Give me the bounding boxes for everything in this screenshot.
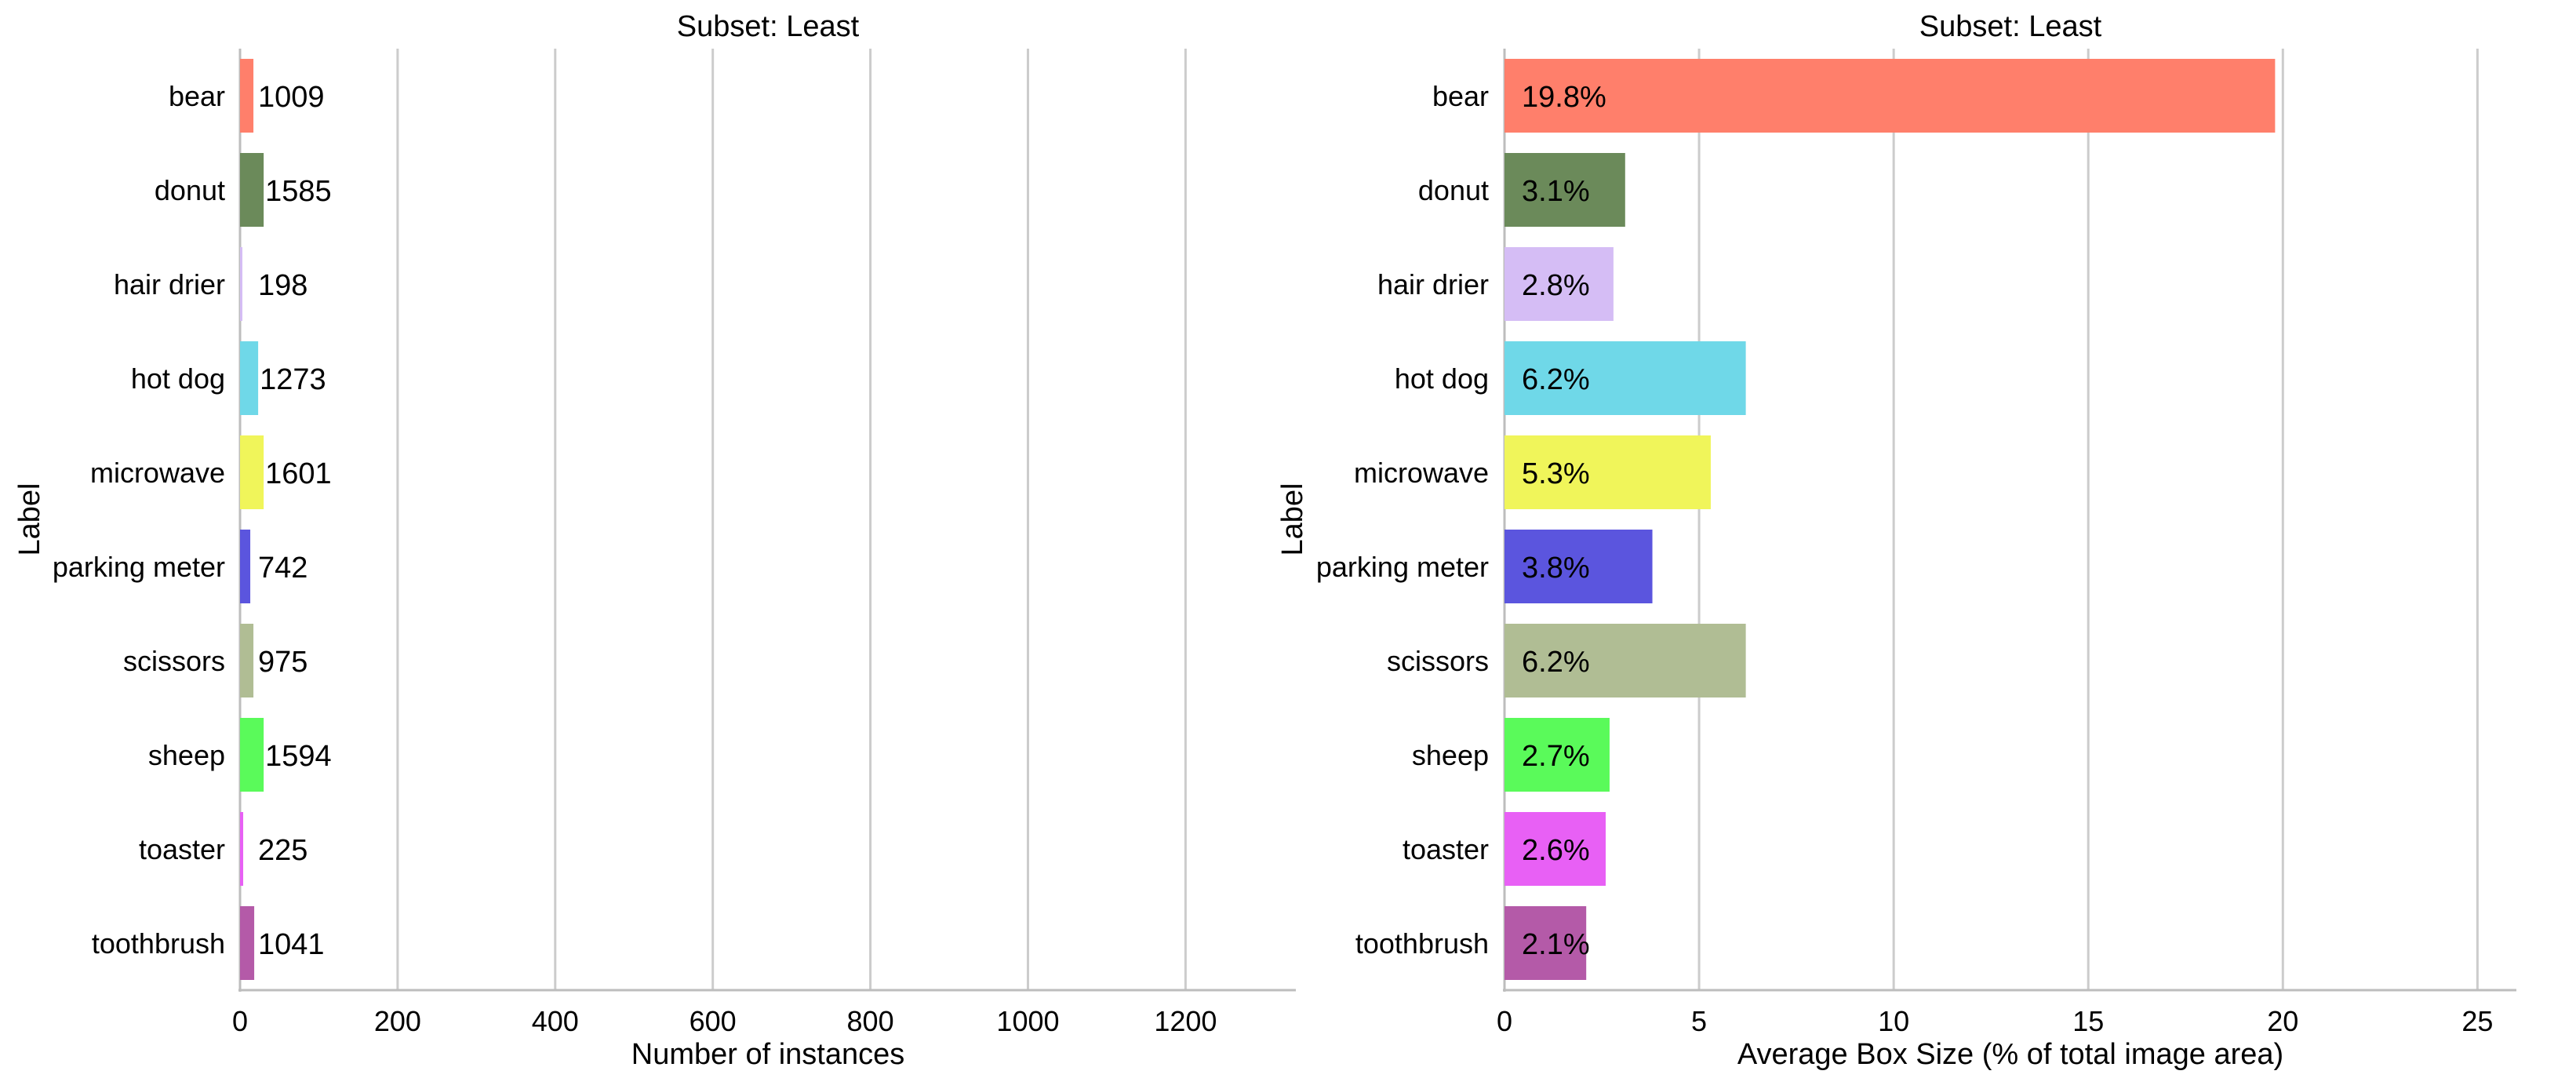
bar-left-8 (240, 812, 244, 886)
data-label-left-2: 198 (258, 269, 307, 302)
category-label-right-1: donut (1418, 174, 1489, 206)
bar-left-6 (240, 624, 254, 697)
bar-left-9 (240, 906, 255, 980)
bar-right-4 (1504, 435, 1711, 509)
data-label-left-5: 742 (258, 552, 307, 585)
data-label-left-8: 225 (258, 834, 307, 867)
category-label-right-3: hot dog (1395, 362, 1489, 395)
x-tick-label-right-2: 10 (1878, 1005, 1909, 1037)
x-tick-label-right-0: 0 (1497, 1005, 1512, 1037)
bar-right-1 (1504, 153, 1625, 227)
bar-right-3 (1504, 341, 1746, 415)
data-label-right-6: 6.2% (1522, 646, 1590, 679)
bar-left-2 (240, 247, 243, 321)
y-axis-title-right: Label (1276, 483, 1309, 556)
data-label-right-5: 3.8% (1522, 552, 1590, 585)
data-label-right-0: 19.8% (1522, 81, 1606, 114)
x-axis-title-right: Average Box Size (% of total image area) (1737, 1038, 2283, 1071)
bar-left-5 (240, 530, 251, 603)
data-label-right-4: 5.3% (1522, 457, 1590, 490)
data-label-right-7: 2.7% (1522, 740, 1590, 773)
data-label-left-4: 1601 (265, 457, 332, 490)
x-tick-label-left-6: 1200 (1154, 1005, 1217, 1037)
x-tick-label-left-0: 0 (232, 1005, 248, 1037)
data-label-left-7: 1594 (265, 740, 332, 773)
data-label-right-2: 2.8% (1522, 269, 1590, 302)
x-tick-label-right-3: 15 (2072, 1005, 2104, 1037)
bar-right-2 (1504, 247, 1614, 321)
x-tick-label-right-1: 5 (1691, 1005, 1707, 1037)
category-label-left-1: donut (155, 174, 225, 206)
category-label-left-0: bear (169, 80, 225, 112)
x-axis-title-left: Number of instances (631, 1038, 905, 1071)
category-label-left-2: hair drier (114, 268, 225, 300)
chart-title-right: Subset: Least (1919, 10, 2102, 43)
category-label-left-9: toothbrush (92, 927, 225, 960)
data-label-left-0: 1009 (258, 81, 325, 114)
x-tick-label-right-4: 20 (2267, 1005, 2298, 1037)
x-tick-label-left-5: 1000 (996, 1005, 1059, 1037)
data-label-right-3: 6.2% (1522, 363, 1590, 396)
y-axis-title-left: Label (13, 483, 46, 556)
data-label-right-8: 2.6% (1522, 834, 1590, 867)
x-tick-label-left-2: 400 (532, 1005, 579, 1037)
category-label-left-7: sheep (148, 739, 225, 771)
category-label-right-0: bear (1432, 80, 1489, 112)
data-label-left-3: 1273 (260, 363, 326, 396)
bar-right-5 (1504, 530, 1653, 603)
category-label-left-6: scissors (123, 645, 225, 677)
category-label-left-8: toaster (139, 833, 225, 865)
x-tick-label-left-4: 800 (847, 1005, 894, 1037)
category-label-right-9: toothbrush (1355, 927, 1489, 960)
data-label-left-6: 975 (258, 646, 307, 679)
bar-right-0 (1504, 59, 2276, 133)
category-label-left-4: microwave (90, 457, 225, 489)
x-tick-label-left-3: 600 (689, 1005, 737, 1037)
bar-right-7 (1504, 718, 1610, 792)
category-label-right-8: toaster (1403, 833, 1489, 865)
data-label-left-1: 1585 (265, 175, 332, 208)
data-label-left-9: 1041 (258, 928, 325, 961)
bar-left-1 (240, 153, 264, 227)
x-tick-label-left-1: 200 (374, 1005, 421, 1037)
bar-left-4 (240, 435, 264, 509)
category-label-right-6: scissors (1387, 645, 1489, 677)
category-label-right-7: sheep (1412, 739, 1489, 771)
bar-right-9 (1504, 906, 1587, 980)
category-label-left-3: hot dog (131, 362, 225, 395)
bar-left-3 (240, 341, 259, 415)
bar-right-6 (1504, 624, 1746, 697)
data-label-right-1: 3.1% (1522, 175, 1590, 208)
x-tick-label-right-5: 25 (2461, 1005, 2493, 1037)
category-label-right-5: parking meter (1316, 551, 1489, 583)
data-label-right-9: 2.1% (1522, 928, 1590, 961)
bar-left-7 (240, 718, 264, 792)
category-label-right-2: hair drier (1377, 268, 1489, 300)
chart-title-left: Subset: Least (677, 10, 860, 43)
category-label-right-4: microwave (1354, 457, 1489, 489)
bar-left-0 (240, 59, 254, 133)
bar-right-8 (1504, 812, 1606, 886)
category-label-left-5: parking meter (53, 551, 225, 583)
